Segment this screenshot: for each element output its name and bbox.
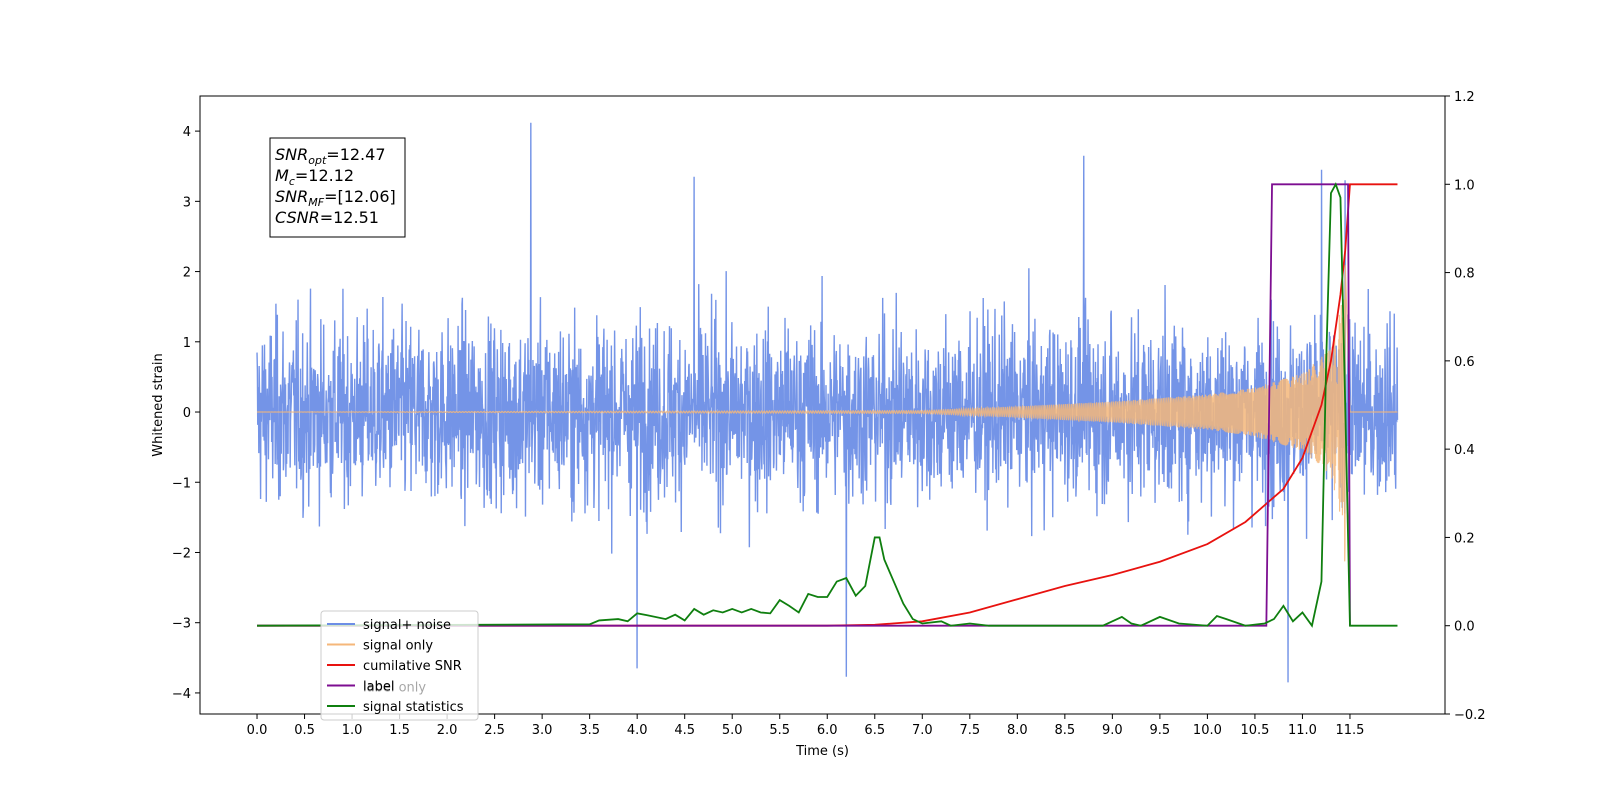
annotation-symbol: CSNR (275, 208, 320, 227)
series-signal-statistics (257, 182, 1398, 628)
legend-label: signal+ noise (363, 618, 451, 633)
x-tick-label: 8.0 (1007, 723, 1028, 738)
annotation-symbol: M (275, 166, 289, 185)
x-tick-label: 1.0 (342, 723, 363, 738)
annotation-frame (269, 137, 406, 238)
x-tick-label: 10.0 (1193, 723, 1222, 738)
annotation-subscript: c (289, 175, 295, 188)
x-tick-label: 10.5 (1240, 723, 1269, 738)
legend-label: label (363, 680, 394, 695)
x-tick-label: 5.5 (769, 723, 790, 738)
y-tick-label: 2 (183, 266, 191, 281)
legend: signal+ noise signal only cumilative SNR la… (320, 610, 479, 721)
x-tick-label: 6.5 (864, 723, 885, 738)
y-axis-right: −0.2 0.0 0.2 0.4 0.6 0.8 1.0 1.2 (1445, 90, 1486, 723)
y-tick-label: 3 (183, 195, 191, 210)
series-signal-noise (256, 122, 1399, 683)
x-tick-label: 0.5 (294, 723, 315, 738)
x-tick-label: 1.5 (389, 723, 410, 738)
annotation-line: SNRMF=[12.06] (275, 187, 396, 209)
y-tick-label: −4 (172, 687, 191, 702)
y-tick-label: −1 (172, 476, 191, 491)
x-tick-label: 2.5 (484, 723, 505, 738)
axes-frame (199, 95, 1446, 715)
legend-label-hidden: label only (363, 681, 426, 696)
x-tick-label: 7.0 (912, 723, 933, 738)
x-tick-label: 0.0 (247, 723, 268, 738)
x-tick-label: 11.0 (1288, 723, 1317, 738)
legend-label: signal statistics (363, 700, 464, 715)
annotation-value: =12.12 (295, 166, 354, 185)
y-right-tick-label: 0.0 (1454, 620, 1475, 635)
x-tick-label: 9.0 (1102, 723, 1123, 738)
x-tick-label: 8.5 (1055, 723, 1076, 738)
annotation-subscript: opt (308, 154, 327, 167)
x-tick-label: 9.5 (1150, 723, 1171, 738)
y-tick-label: 4 (183, 125, 191, 140)
annotation-value: =12.47 (326, 145, 385, 164)
x-tick-label: 3.0 (532, 723, 553, 738)
annotation-value: =12.51 (320, 208, 379, 227)
x-tick-label: 11.5 (1335, 723, 1364, 738)
annotation-symbol: SNR (275, 145, 308, 164)
legend-label: cumilative SNR (363, 659, 462, 674)
y-tick-label: 0 (183, 406, 191, 421)
annotation-line: SNRopt=12.47 (275, 145, 386, 167)
x-tick-label: 3.5 (579, 723, 600, 738)
y-right-tick-label: 0.6 (1454, 355, 1475, 370)
annotation-subscript: MF (308, 196, 324, 209)
series-layer (256, 122, 1399, 683)
x-axis-label: Time (s) (795, 744, 849, 759)
y-right-tick-label: 1.0 (1454, 178, 1475, 193)
y-right-tick-label: 0.8 (1454, 267, 1475, 282)
annotation-value: =[12.06] (324, 187, 396, 206)
y-right-tick-label: 0.4 (1454, 443, 1475, 458)
y-tick-label: 1 (183, 336, 191, 351)
y-right-tick-label: −0.2 (1454, 708, 1486, 723)
stats-annotation-box: SNRopt=12.47Mc=12.12SNRMF=[12.06]CSNR=12… (269, 137, 406, 238)
annotation-line: Mc=12.12 (275, 166, 354, 188)
x-tick-label: 5.0 (722, 723, 743, 738)
x-tick-label: 4.0 (627, 723, 648, 738)
annotation-line: CSNR=12.51 (275, 208, 379, 227)
y-axis-label: Whitened strain (151, 353, 166, 456)
y-right-tick-label: 0.2 (1454, 531, 1475, 546)
y-axis-left: −4 −3 −2 −1 0 1 2 3 4 (172, 125, 200, 702)
legend-frame (320, 610, 479, 721)
series-label (257, 183, 1351, 627)
y-tick-label: −2 (172, 546, 191, 561)
x-tick-label: 4.5 (674, 723, 695, 738)
y-right-tick-label: 1.2 (1454, 90, 1475, 105)
x-tick-label: 6.0 (817, 723, 838, 738)
x-tick-label: 2.0 (437, 723, 458, 738)
series-cumulative-snr (257, 183, 1398, 627)
y-tick-label: −3 (172, 617, 191, 632)
legend-label: signal only (363, 639, 433, 654)
x-tick-label: 7.5 (959, 723, 980, 738)
x-axis: 0.0 0.5 1.0 1.5 2.0 2.5 3.0 3.5 4.0 4.5 5.0 5.5 6.0 6… (247, 714, 1364, 738)
series-signal-only (257, 265, 1398, 562)
annotation-symbol: SNR (275, 187, 308, 206)
